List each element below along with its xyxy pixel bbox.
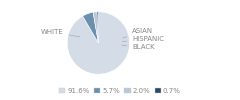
Wedge shape <box>93 12 98 43</box>
Wedge shape <box>67 12 130 74</box>
Text: HISPANIC: HISPANIC <box>122 36 164 42</box>
Wedge shape <box>97 12 98 43</box>
Text: ASIAN: ASIAN <box>123 28 153 38</box>
Wedge shape <box>83 12 98 43</box>
Legend: 91.6%, 5.7%, 2.0%, 0.7%: 91.6%, 5.7%, 2.0%, 0.7% <box>56 85 184 96</box>
Text: BLACK: BLACK <box>122 44 155 50</box>
Text: WHITE: WHITE <box>41 29 80 37</box>
